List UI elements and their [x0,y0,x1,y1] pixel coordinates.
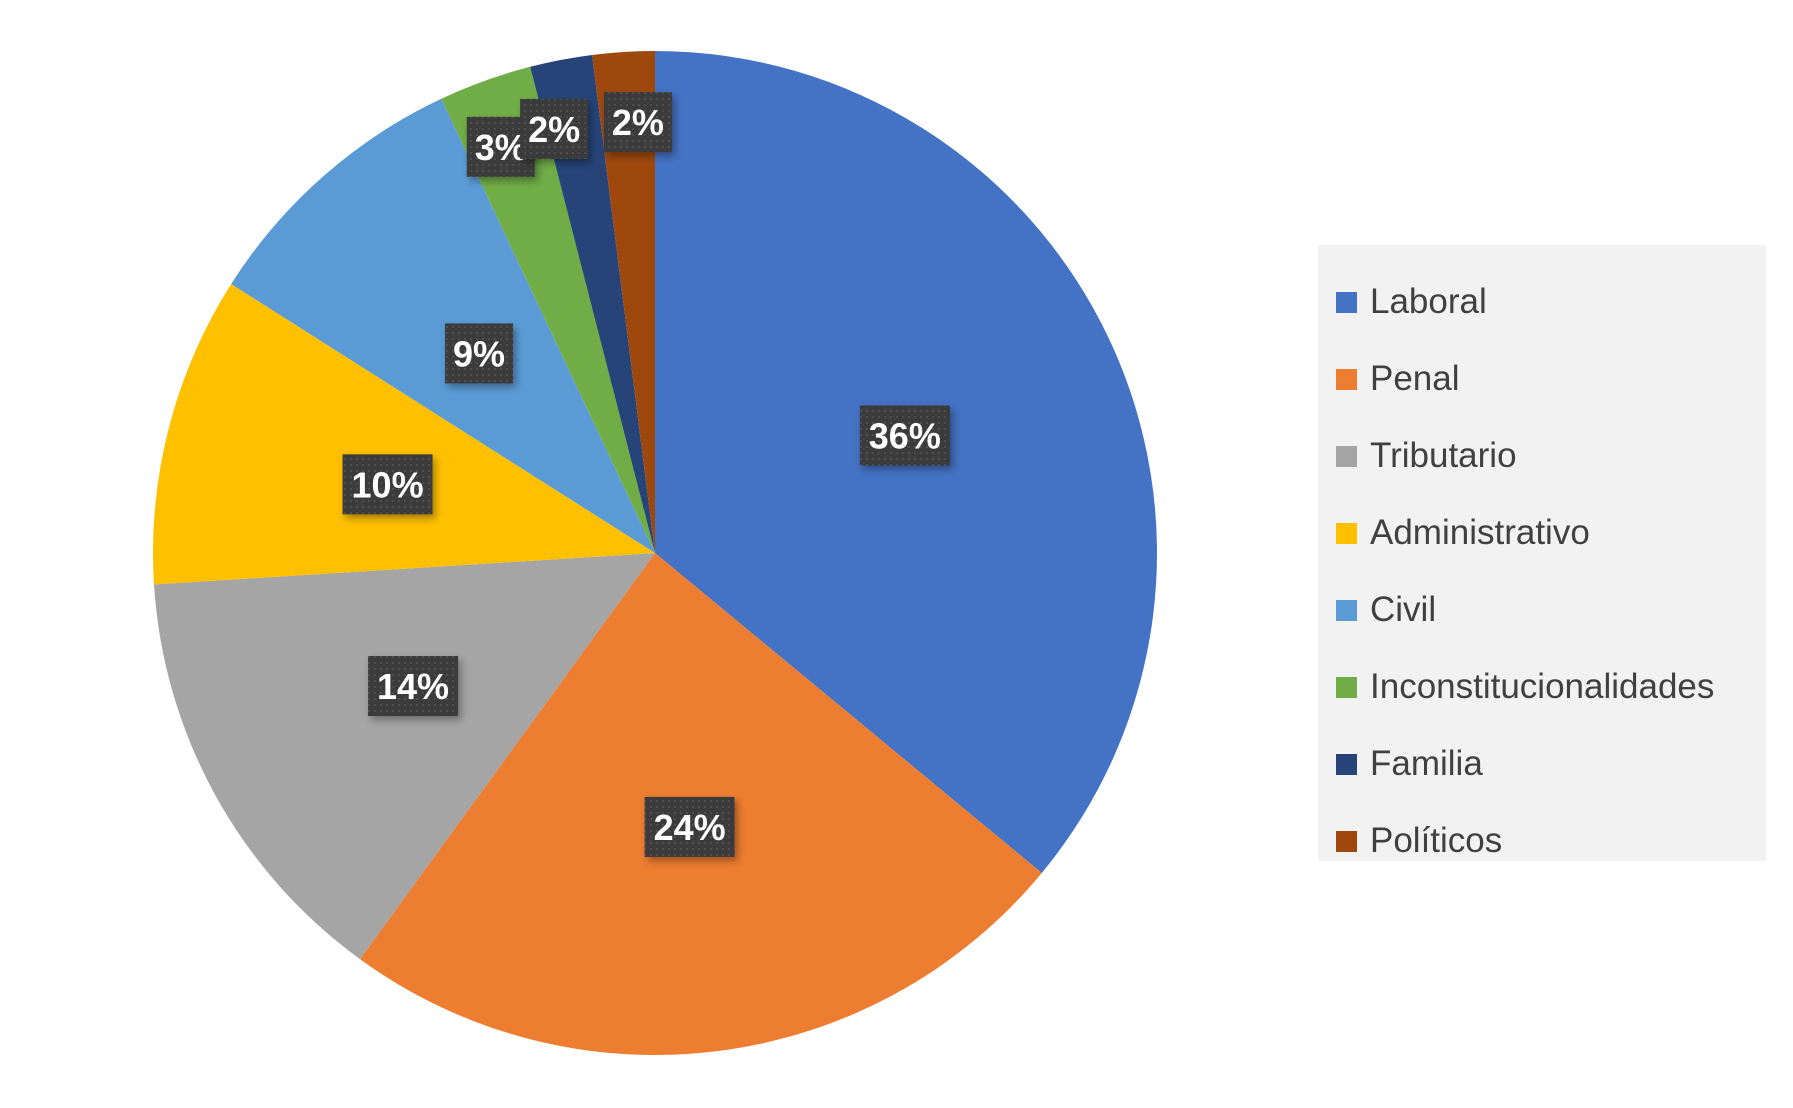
legend-item-inconstitucionalidades: Inconstitucionalidades [1336,667,1714,707]
legend-swatch-politicos [1336,830,1357,852]
data-label-text: 10% [352,464,424,505]
legend-label-laboral: Laboral [1370,282,1487,321]
legend-label-politicos: Políticos [1370,821,1503,860]
pie-slice-tributario [153,553,655,960]
data-label-box [368,656,459,717]
data-label-inconstitucionalidades: 3% [466,116,535,177]
data-label-text: 14% [377,666,449,707]
data-label-politicos: 2% [603,92,672,153]
legend-swatch-familia [1336,753,1357,775]
legend-swatch-penal [1336,368,1357,390]
data-label-box [859,405,950,466]
legend-item-tributario: Tributario [1336,436,1517,476]
pie-slice-administrativo [153,284,656,585]
pie-slices [153,51,1157,1055]
data-label-box [644,796,735,857]
legend-label-penal: Penal [1370,359,1460,398]
pie-slice-inconstitucionalidades [441,66,655,554]
data-label-box [445,323,514,384]
legend-swatch-inconstitucionalidades [1336,676,1357,698]
pie-slice-familia [530,54,655,553]
data-label-administrativo: 10% [342,454,433,515]
legend-item-administrativo: Administrativo [1336,513,1590,553]
legend-swatch-civil [1336,599,1357,621]
data-label-box [520,98,589,159]
legend-item-civil: Civil [1336,590,1436,630]
legend-item-laboral: Laboral [1336,282,1487,322]
data-label-tributario: 14% [368,656,459,717]
legend-item-politicos: Políticos [1336,821,1502,861]
legend-swatch-administrativo [1336,522,1357,544]
data-label-text: 36% [869,415,941,456]
data-label-text: 2% [612,102,664,143]
data-label-text: 2% [528,109,580,150]
pie-data-labels: 36%24%14%10%9%3% 2% 2% [342,92,950,857]
data-label-box [342,454,433,515]
data-label-box [603,92,672,153]
legend: Laboral Penal Tributario Administrativo … [1318,245,1766,861]
data-label-text: 9% [453,333,505,374]
pie-slice-civil [231,98,655,553]
data-label-civil: 9% [445,323,514,384]
legend-label-civil: Civil [1370,590,1437,629]
legend-swatch-laboral [1336,291,1357,313]
legend-label-tributario: Tributario [1370,436,1517,475]
legend-swatch-tributario [1336,445,1357,467]
pie-slice-politicos [592,51,655,553]
data-label-familia: 2% [520,98,589,159]
legend-label-administrativo: Administrativo [1370,513,1590,552]
legend-label-familia: Familia [1370,744,1483,783]
data-label-text: 24% [654,807,726,848]
legend-label-inconstitucionalidades: Inconstitucionalidades [1370,667,1715,706]
data-label-text: 3% [475,127,527,168]
legend-item-familia: Familia [1336,744,1483,784]
legend-item-penal: Penal [1336,359,1460,399]
data-label-penal: 24% [644,796,735,857]
data-label-laboral: 36% [859,405,950,466]
